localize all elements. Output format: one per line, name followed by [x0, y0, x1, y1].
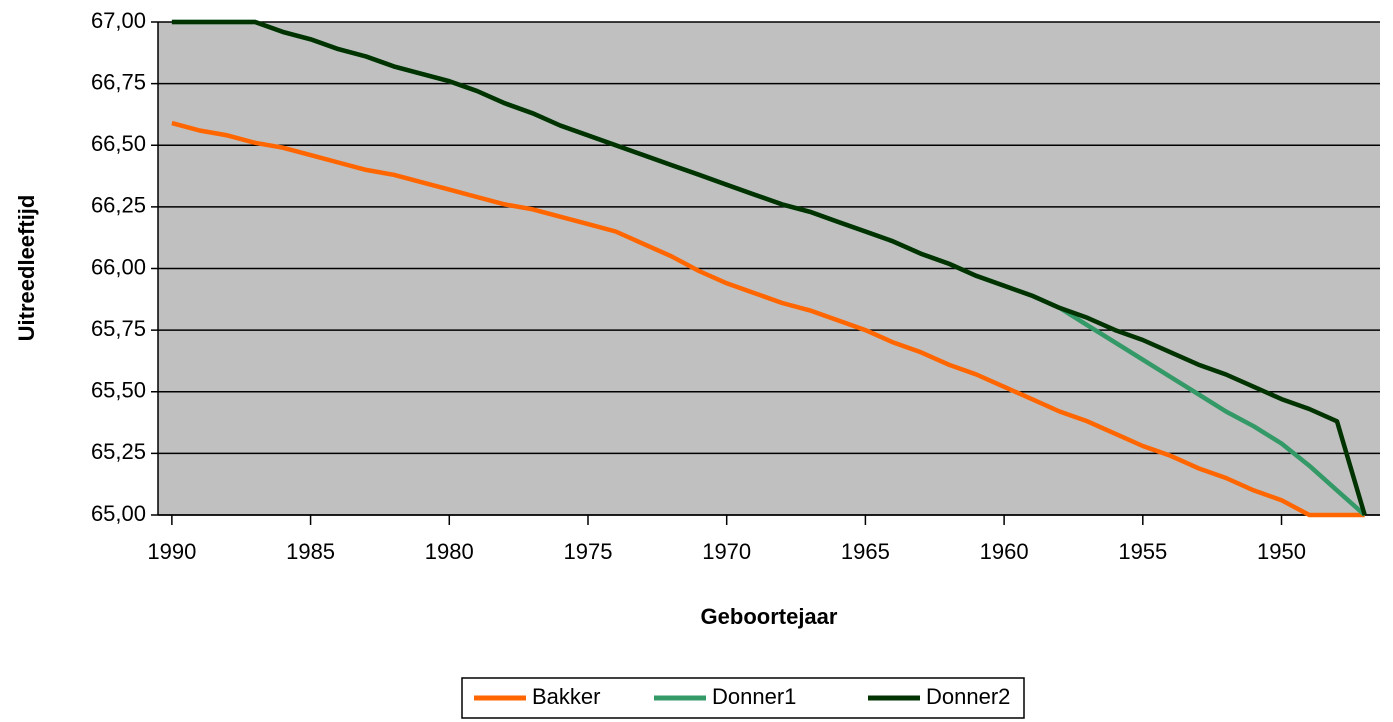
legend-box: [461, 677, 1025, 719]
x-tick-label: 1970: [702, 539, 751, 564]
y-tick-label: 65,50: [91, 378, 146, 403]
legend-label: Donner1: [712, 684, 796, 709]
y-tick-label: 66,00: [91, 254, 146, 279]
y-tick-label: 65,75: [91, 316, 146, 341]
x-tick-label: 1980: [425, 539, 474, 564]
y-tick-label: 66,50: [91, 131, 146, 156]
y-tick-label: 67,00: [91, 8, 146, 33]
series-line: [171, 19, 1367, 516]
x-tick-label: 1955: [1118, 539, 1167, 564]
x-tick-label: 1965: [841, 539, 890, 564]
x-tick-label: 1990: [147, 539, 196, 564]
x-tick-label: 1975: [564, 539, 613, 564]
x-axis-label: Geboortejaar: [701, 604, 838, 629]
x-tick-label: 1960: [980, 539, 1029, 564]
series-line: [171, 120, 1365, 518]
y-tick-label: 65,00: [91, 501, 146, 526]
y-axis-label: Uitreedleeftijd: [14, 195, 39, 342]
x-tick-label: 1985: [286, 539, 335, 564]
x-tick-label: 1950: [1257, 539, 1306, 564]
y-tick-label: 66,25: [91, 193, 146, 218]
legend-label: Bakker: [532, 684, 600, 709]
y-tick-label: 65,25: [91, 439, 146, 464]
legend-label: Donner2: [926, 684, 1010, 709]
y-tick-label: 66,75: [91, 69, 146, 94]
